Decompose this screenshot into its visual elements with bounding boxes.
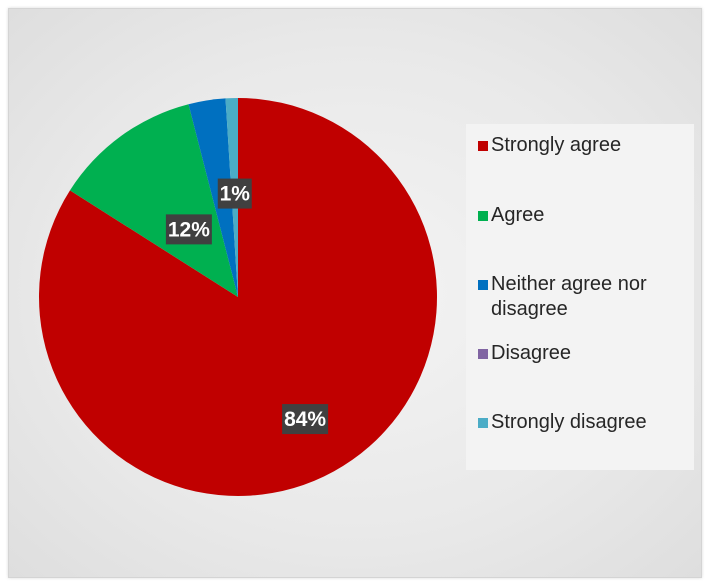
data-label-box bbox=[217, 178, 252, 209]
legend-swatch-neither bbox=[478, 280, 488, 290]
legend-item-agree: Agree bbox=[478, 203, 701, 228]
data-label-text: 12% bbox=[168, 218, 210, 241]
legend-label: Agree bbox=[491, 204, 545, 226]
legend-label: Strongly agree bbox=[491, 134, 622, 156]
legend-label: Strongly disagree bbox=[491, 411, 647, 433]
pie-slice-agree bbox=[69, 104, 238, 297]
data-label-box bbox=[282, 404, 329, 435]
legend-label: Disagree bbox=[491, 342, 572, 364]
legend-item-strongly-agree: Strongly agree bbox=[478, 133, 701, 158]
legend-swatch-strongly-disagree bbox=[478, 418, 488, 428]
data-label-text: 1% bbox=[220, 183, 251, 206]
pie-slices bbox=[38, 98, 437, 496]
data-label-strongly-disagree: 1% bbox=[217, 178, 252, 209]
legend-swatch-agree bbox=[478, 211, 488, 221]
legend: Strongly agree Agree Neither agree nor d… bbox=[466, 124, 694, 470]
data-label-agree: 12% bbox=[165, 214, 212, 245]
data-label-strongly-agree: 84% bbox=[282, 404, 329, 435]
legend-item-disagree: Disagree bbox=[478, 341, 701, 366]
pie-slice-neither-agree-nor-disagree bbox=[188, 98, 238, 298]
data-label-text: 84% bbox=[284, 408, 326, 431]
pie-slice-strongly-agree bbox=[38, 98, 437, 496]
legend-label: Neither agree nor disagree bbox=[491, 273, 647, 320]
legend-item-strongly-disagree: Strongly disagree bbox=[478, 410, 701, 435]
data-label-box bbox=[165, 214, 212, 245]
legend-item-neither: Neither agree nor disagree bbox=[478, 272, 701, 322]
legend-swatch-disagree bbox=[478, 349, 488, 359]
pie-data-labels: 84% 12% 1% bbox=[165, 178, 329, 435]
legend-swatch-strongly-agree bbox=[478, 141, 488, 151]
